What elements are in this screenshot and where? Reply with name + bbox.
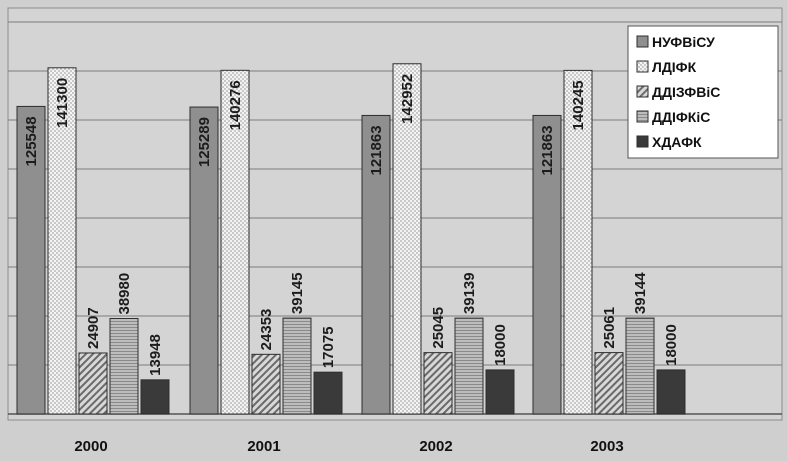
- value-label: 140245: [570, 80, 587, 130]
- value-label: 39145: [289, 272, 306, 314]
- category-label-2001: 2001: [247, 438, 280, 455]
- legend-label: НУФВіСУ: [652, 34, 715, 50]
- bar-2000-series-3: [109, 317, 139, 415]
- legend-box: [627, 25, 779, 159]
- legend-swatch: [636, 135, 649, 148]
- bar-2000-series-4: [140, 379, 170, 415]
- legend-label: ДДІЗФВіС: [652, 84, 720, 100]
- value-label: 17075: [320, 326, 337, 368]
- bar-2003-series-1: [563, 69, 593, 415]
- legend-label: ДДІФКіС: [652, 109, 710, 125]
- bar-2001-series-1: [220, 69, 250, 415]
- value-labels: 125548 141300 24907 38980 13948 125289 140276 2…: [23, 74, 680, 376]
- bar-2001-series-2: [251, 353, 281, 415]
- legend-swatch: [636, 60, 649, 73]
- value-label: 125548: [23, 116, 40, 166]
- bar-2001-series-0: [189, 106, 219, 415]
- bar-2002-series-3: [454, 317, 484, 415]
- legend-swatch: [636, 35, 649, 48]
- category-labels: 2000 2001 2002 2003: [74, 438, 623, 455]
- bar-2002-series-4: [485, 369, 515, 415]
- value-label: 39139: [461, 272, 478, 314]
- category-label-2002: 2002: [419, 438, 452, 455]
- value-label: 121863: [368, 125, 385, 175]
- value-label: 18000: [663, 324, 680, 366]
- bar-2002-series-1: [392, 63, 422, 415]
- bar-2003-series-2: [594, 352, 624, 415]
- value-label: 39144: [632, 272, 649, 314]
- bar-2002-series-0: [361, 114, 391, 415]
- value-label: 25061: [601, 307, 618, 349]
- category-label-2000: 2000: [74, 438, 107, 455]
- bar-2002-series-2: [423, 352, 453, 415]
- bars: [16, 63, 686, 415]
- value-label: 121863: [539, 125, 556, 175]
- bar-2001-series-3: [282, 317, 312, 415]
- value-label: 125289: [196, 117, 213, 167]
- legend-label: ЛДІФК: [652, 59, 697, 75]
- category-label-2003: 2003: [590, 438, 623, 455]
- value-label: 24907: [85, 307, 102, 349]
- value-label: 18000: [492, 324, 509, 366]
- bar-2000-series-0: [16, 105, 46, 415]
- bar-2003-series-4: [656, 369, 686, 415]
- value-label: 141300: [54, 78, 71, 128]
- value-label: 38980: [116, 273, 133, 315]
- bar-2003-series-0: [532, 114, 562, 415]
- legend-swatch: [636, 85, 649, 98]
- legend-label: ХДАФК: [652, 134, 702, 150]
- bar-2003-series-3: [625, 317, 655, 415]
- value-label: 13948: [147, 334, 164, 376]
- value-label: 24353: [258, 309, 275, 351]
- legend-swatch: [636, 110, 649, 123]
- bar-2001-series-4: [313, 371, 343, 415]
- legend: НУФВіСУ ЛДІФК ДДІЗФВіС ДДІФКіС ХДАФК: [627, 25, 779, 159]
- value-label: 140276: [227, 80, 244, 130]
- bar-2000-series-2: [78, 352, 108, 415]
- value-label: 25045: [430, 307, 447, 349]
- value-label: 142952: [399, 74, 416, 124]
- bar-2000-series-1: [47, 67, 77, 415]
